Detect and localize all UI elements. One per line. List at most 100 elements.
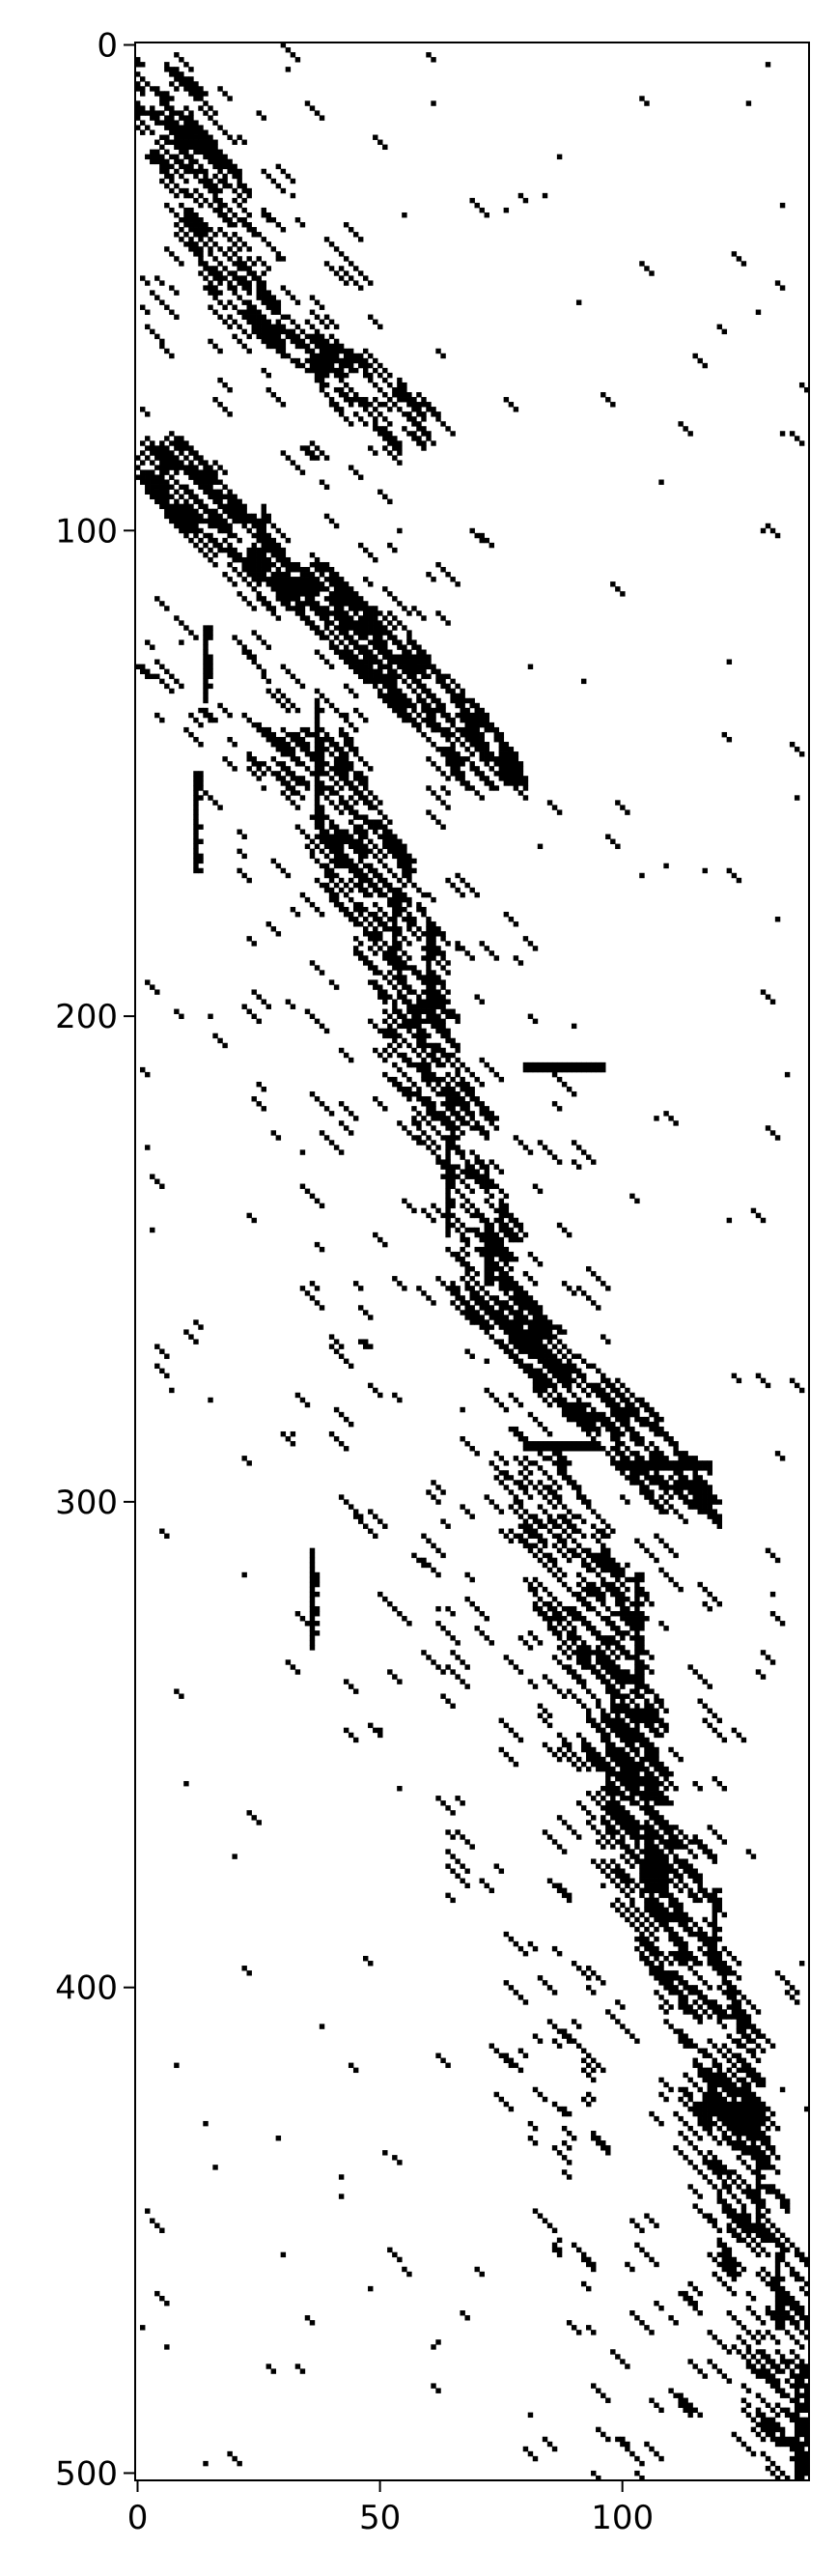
matrix-cell-342 — [580, 2057, 587, 2063]
matrix-cell-481 — [740, 2227, 747, 2233]
matrix-cell-3371 — [445, 688, 451, 694]
matrix-cell-1396 — [363, 547, 369, 553]
matrix-cell-258 — [397, 702, 403, 709]
matrix-cell-3595 — [314, 761, 321, 767]
matrix-cell-1070 — [174, 67, 180, 72]
matrix-cell-4780 — [532, 1344, 539, 1349]
matrix-cell-4739 — [687, 1504, 693, 1510]
matrix-cell-4321 — [435, 1076, 441, 1083]
matrix-cell-3296 — [460, 756, 465, 762]
matrix-cell-1916 — [615, 1999, 621, 2005]
matrix-cell-2492 — [397, 392, 403, 398]
matrix-cell-852 — [644, 1916, 650, 1923]
matrix-cell-138 — [517, 1945, 524, 1952]
matrix-cell-4249 — [479, 1286, 485, 1291]
matrix-cell-1364 — [440, 1489, 446, 1495]
matrix-cell-3408 — [411, 668, 417, 675]
matrix-cell-4397 — [644, 1406, 650, 1413]
matrix-cell-197 — [309, 901, 316, 908]
matrix-cell-1220 — [265, 372, 271, 379]
matrix-cell-4012 — [469, 1212, 475, 1219]
matrix-cell-2889 — [265, 561, 271, 568]
matrix-cell-3980 — [402, 1052, 407, 1059]
matrix-cell-3231 — [464, 756, 470, 762]
matrix-cell-1911 — [769, 1659, 776, 1665]
matrix-cell-3039 — [426, 712, 432, 719]
matrix-cell-16 — [179, 513, 184, 520]
matrix-cell-3568 — [406, 896, 412, 903]
matrix-cell-3701 — [377, 858, 383, 864]
matrix-cell-4274 — [460, 1231, 465, 1238]
matrix-cell-1732 — [625, 1815, 630, 1821]
matrix-cell-1421 — [338, 251, 345, 257]
matrix-cell-4991 — [654, 1775, 659, 1782]
matrix-cell-4282 — [484, 1198, 489, 1204]
matrix-cell-172 — [561, 2125, 568, 2132]
matrix-cell-1211 — [435, 1547, 441, 1554]
matrix-cell-2609 — [227, 542, 233, 549]
matrix-cell-467 — [551, 2024, 558, 2029]
matrix-cell-2857 — [294, 596, 301, 602]
matrix-cell-4188 — [474, 1290, 480, 1296]
matrix-cell-4720 — [702, 1494, 708, 1500]
matrix-cell-3070 — [498, 751, 505, 757]
matrix-cell-1517 — [193, 1319, 199, 1325]
matrix-cell-974 — [150, 328, 155, 335]
matrix-cell-2345 — [232, 319, 237, 326]
matrix-cell-3786 — [290, 756, 296, 762]
matrix-cell-2995 — [294, 610, 301, 616]
matrix-cell-2016 — [241, 299, 247, 305]
matrix-cell-4117 — [489, 1178, 494, 1184]
matrix-cell-745 — [323, 455, 330, 461]
matrix-cell-1941 — [241, 1571, 247, 1578]
matrix-cell-2736 — [241, 518, 247, 524]
matrix-cell-2000 — [188, 158, 194, 165]
matrix-cell-183 — [435, 1042, 441, 1049]
matrix-cell-229 — [750, 2150, 757, 2156]
matrix-cell-4260 — [489, 1111, 494, 1117]
matrix-cell-4560 — [654, 1470, 659, 1476]
matrix-cell-4036 — [426, 1145, 432, 1150]
matrix-cell-3760 — [343, 838, 349, 844]
matrix-cell-2273 — [154, 158, 160, 165]
matrix-cell-631 — [591, 2470, 597, 2477]
matrix-cell-140 — [450, 1650, 456, 1656]
matrix-cell-2657 — [241, 508, 247, 515]
matrix-cell-1967 — [188, 154, 194, 160]
matrix-cell-4740 — [580, 1387, 587, 1394]
matrix-cell-2744 — [159, 479, 165, 485]
matrix-cell-602 — [179, 261, 184, 267]
matrix-cell-4386 — [644, 1421, 650, 1428]
matrix-cell-198 — [435, 561, 441, 568]
matrix-cell-422 — [455, 1873, 461, 1879]
matrix-cell-873 — [493, 2091, 500, 2098]
matrix-cell-1074 — [431, 1494, 436, 1500]
matrix-cell-3409 — [323, 625, 330, 631]
matrix-cell-3681 — [299, 761, 306, 767]
matrix-cell-2415 — [435, 411, 441, 417]
matrix-cell-4504 — [634, 1406, 640, 1413]
matrix-cell-3756 — [426, 989, 432, 995]
matrix-cell-1217 — [402, 1616, 407, 1622]
matrix-cell-709 — [435, 950, 441, 956]
matrix-cell-2442 — [431, 411, 436, 417]
matrix-cell-822 — [392, 547, 398, 553]
matrix-cell-3650 — [397, 975, 403, 980]
matrix-cell-1698 — [397, 527, 403, 534]
matrix-cell-4131 — [397, 1087, 403, 1092]
matrix-cell-4915 — [596, 1727, 601, 1734]
matrix-cell-2543 — [352, 367, 359, 374]
matrix-cell-272 — [508, 917, 515, 922]
matrix-cell-851 — [639, 1911, 645, 1918]
matrix-cell-2286 — [150, 105, 155, 111]
matrix-cell-1197 — [663, 1543, 669, 1549]
matrix-cell-548 — [323, 834, 330, 839]
matrix-cell-1684 — [256, 776, 262, 781]
matrix-cell-287 — [601, 1281, 606, 1287]
matrix-cell-3615 — [440, 994, 446, 1000]
matrix-cell-1152 — [299, 469, 306, 475]
matrix-cell-3607 — [411, 867, 417, 874]
matrix-cell-3184 — [368, 659, 374, 665]
matrix-cell-1525 — [779, 285, 786, 291]
matrix-cell-1274 — [668, 1576, 674, 1583]
